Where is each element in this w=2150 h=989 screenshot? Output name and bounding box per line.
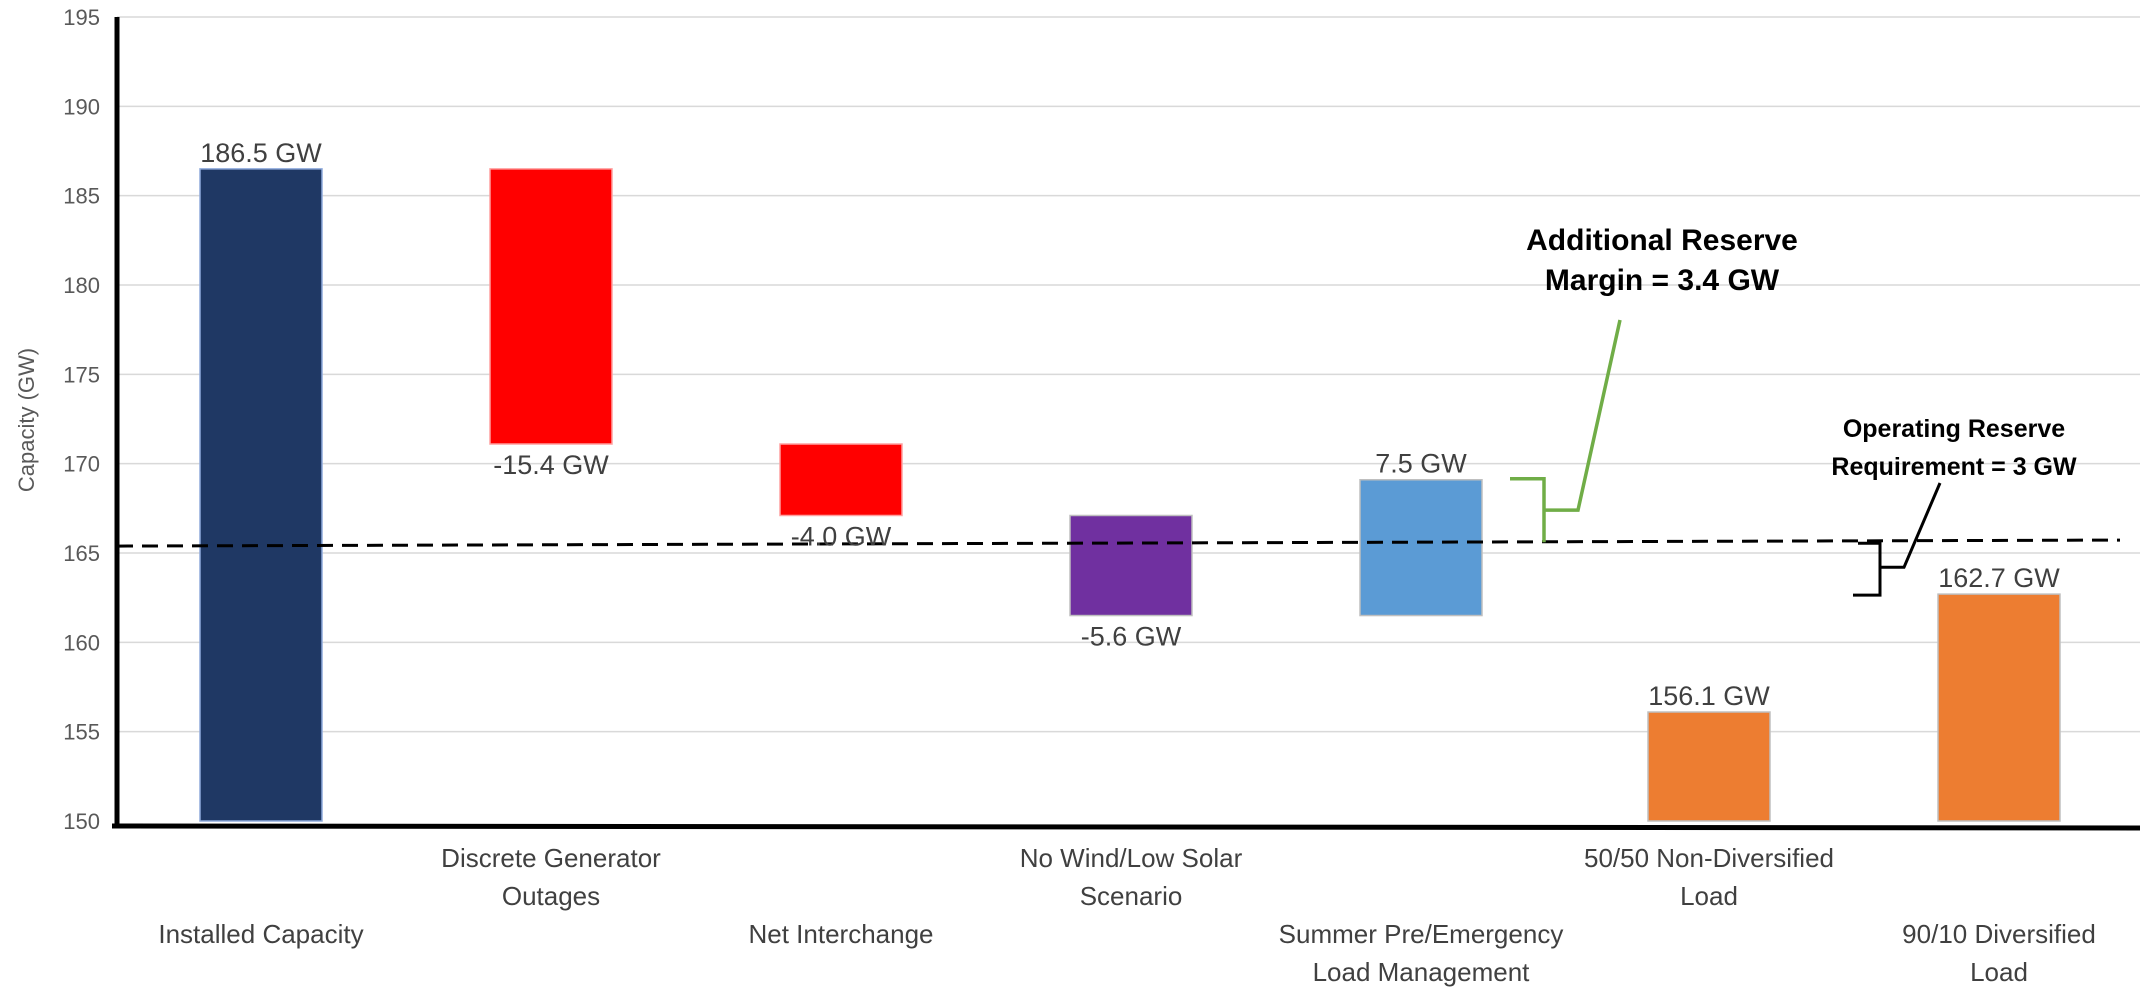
annotation-text: Requirement = 3 GW	[1831, 453, 2077, 481]
data-labels: 186.5 GW -15.4 GW -4.0 GW -5.6 GW 7.5 GW 156.…	[200, 138, 2060, 711]
data-label: -15.4 GW	[493, 450, 609, 480]
y-tick-label: 155	[63, 720, 100, 745]
data-label: -4.0 GW	[791, 521, 892, 551]
axes	[111, 17, 2141, 831]
category-label: Summer Pre/Emergency	[1279, 919, 1564, 949]
category-label: No Wind/Low Solar	[1020, 843, 1243, 873]
annotations: Additional Reserve Margin = 3.4 GW Operati…	[1510, 224, 2077, 597]
data-label: 186.5 GW	[200, 138, 322, 168]
y-tick-label: 150	[63, 809, 100, 834]
category-label: Outages	[502, 881, 600, 911]
y-tick-label: 190	[63, 94, 100, 119]
reference-line	[116, 538, 2121, 548]
bar	[1069, 514, 1193, 617]
x-axis-line	[111, 823, 2141, 831]
bar	[199, 168, 323, 822]
category-label: Net Interchange	[748, 919, 933, 949]
y-tick-label: 180	[63, 273, 100, 298]
data-label: -5.6 GW	[1081, 622, 1182, 652]
bar	[489, 168, 613, 445]
y-tick-label: 185	[63, 184, 100, 209]
bar	[1647, 711, 1771, 822]
y-tick-label: 195	[63, 5, 100, 30]
reference-line-group	[116, 538, 2121, 548]
y-tick-label: 170	[63, 452, 100, 477]
bar	[1359, 478, 1483, 617]
y-tick-label: 160	[63, 630, 100, 655]
category-label: Load	[1680, 881, 1738, 911]
bars	[199, 168, 2061, 822]
operating-reserve-bracket	[1853, 482, 1942, 597]
reserve-margin-bracket	[1510, 319, 1622, 543]
category-label: Discrete Generator	[441, 843, 661, 873]
data-label: 156.1 GW	[1648, 681, 1770, 711]
annotation-text: Margin = 3.4 GW	[1545, 264, 1780, 297]
annotation-text: Additional Reserve	[1526, 224, 1798, 257]
category-label: 50/50 Non-Diversified	[1584, 843, 1834, 873]
y-tick-label: 175	[63, 362, 100, 387]
y-tick-label: 165	[63, 541, 100, 566]
category-label: Load	[1970, 957, 2028, 987]
category-label: Installed Capacity	[158, 919, 363, 949]
y-tick-labels: 150 155 160 165 170 175 180 185 190 195	[63, 5, 100, 834]
category-labels: Installed Capacity Discrete Generator Outa…	[158, 843, 2095, 987]
category-label: Load Management	[1313, 957, 1531, 987]
gridlines	[117, 16, 2140, 733]
bar	[1937, 593, 2061, 822]
category-label: 90/10 Diversified	[1902, 919, 2096, 949]
bar	[779, 443, 903, 517]
category-label: Scenario	[1080, 881, 1183, 911]
data-label: 7.5 GW	[1375, 449, 1467, 479]
annotation-text: Operating Reserve	[1843, 415, 2065, 443]
data-label: 162.7 GW	[1938, 563, 2060, 593]
y-axis-label: Capacity (GW)	[14, 348, 39, 492]
